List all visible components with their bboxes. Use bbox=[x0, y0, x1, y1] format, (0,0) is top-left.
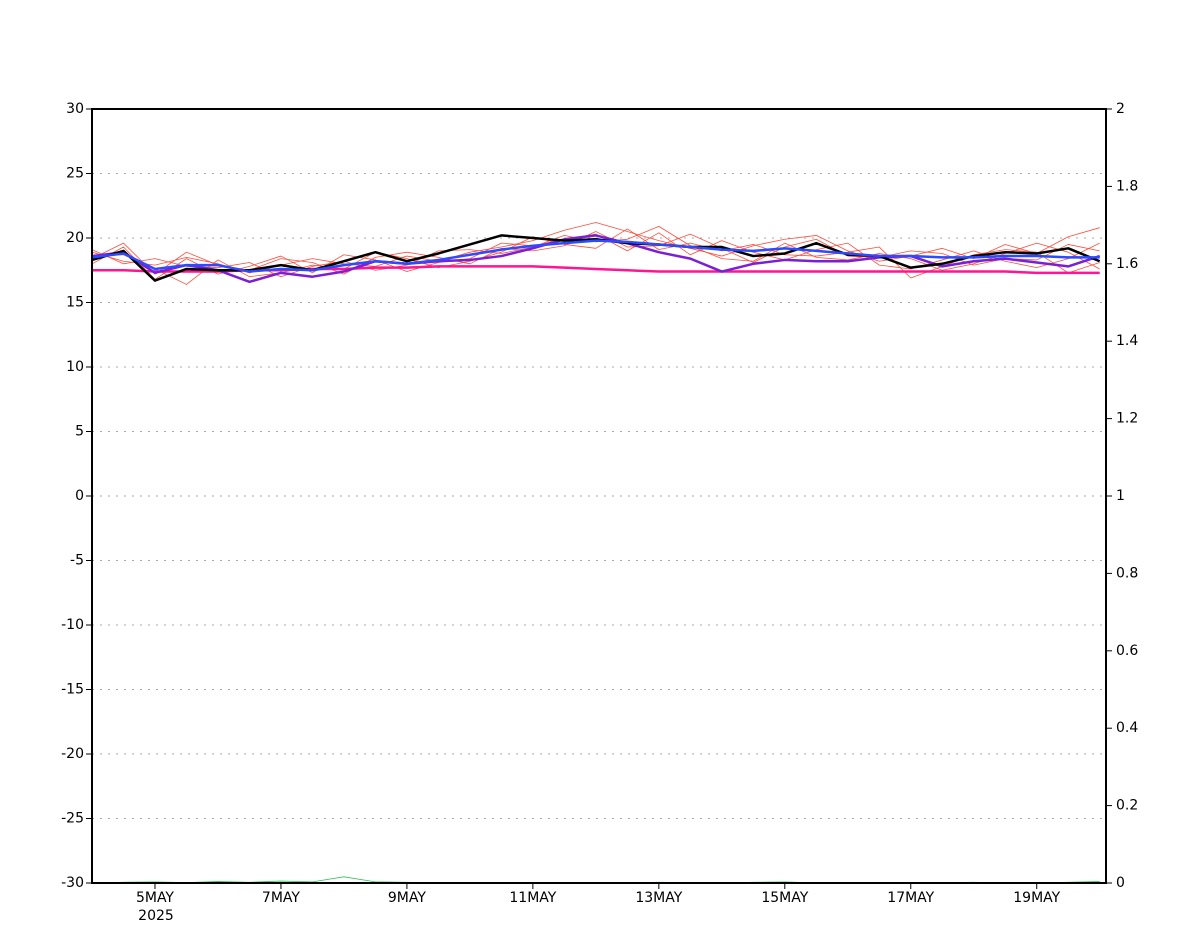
y-tick-label: -5 bbox=[70, 553, 84, 569]
x-tick-label: 11MAY bbox=[509, 890, 556, 906]
y-tick-label: 25 bbox=[66, 166, 84, 182]
y-tick-label: 5 bbox=[75, 424, 84, 440]
y2-tick-label: 1.2 bbox=[1116, 411, 1138, 427]
series-line bbox=[91, 231, 1100, 275]
y-tick-label: -15 bbox=[61, 682, 84, 698]
x-tick-label: 15MAY bbox=[761, 890, 808, 906]
y2-tick-label: 0 bbox=[1116, 875, 1125, 891]
y2-tick-label: 0.8 bbox=[1116, 565, 1138, 581]
y-tick-label: 10 bbox=[66, 359, 84, 375]
x-tick-label: 17MAY bbox=[887, 890, 934, 906]
y-tick-label: -20 bbox=[61, 746, 84, 762]
y-tick-label: 0 bbox=[75, 488, 84, 504]
y2-tick-label: 1.4 bbox=[1116, 333, 1138, 349]
x-tick-label: 9MAY bbox=[388, 890, 426, 906]
x-sublabel: 2025 bbox=[138, 908, 174, 924]
y-tick-label: -25 bbox=[61, 811, 84, 827]
y2-tick-label: 0.6 bbox=[1116, 643, 1138, 659]
series-line bbox=[91, 234, 1101, 284]
x-tick-label: 19MAY bbox=[1013, 890, 1060, 906]
y2-tick-label: 1 bbox=[1116, 488, 1125, 504]
plot-frame bbox=[91, 108, 1107, 884]
series-line bbox=[91, 239, 1100, 273]
x-tick-label: 7MAY bbox=[262, 890, 300, 906]
y2-tick-label: 0.4 bbox=[1116, 720, 1138, 736]
series-line bbox=[91, 228, 1100, 285]
y2-tick-label: 1.6 bbox=[1116, 256, 1138, 272]
x-tick-label: 13MAY bbox=[635, 890, 682, 906]
y-tick-label: 20 bbox=[66, 230, 84, 246]
y2-tick-label: 1.8 bbox=[1116, 178, 1138, 194]
y-tick-label: -30 bbox=[61, 875, 84, 891]
series-line bbox=[91, 234, 1101, 282]
y2-tick-label: 0.2 bbox=[1116, 798, 1138, 814]
y2-tick-label: 2 bbox=[1116, 101, 1125, 117]
y-tick-label: -10 bbox=[61, 617, 84, 633]
x-tick-label: 5MAY bbox=[136, 890, 174, 906]
y-tick-label: 15 bbox=[66, 295, 84, 311]
y-tick-label: 30 bbox=[66, 101, 84, 117]
series-line bbox=[91, 225, 1100, 278]
